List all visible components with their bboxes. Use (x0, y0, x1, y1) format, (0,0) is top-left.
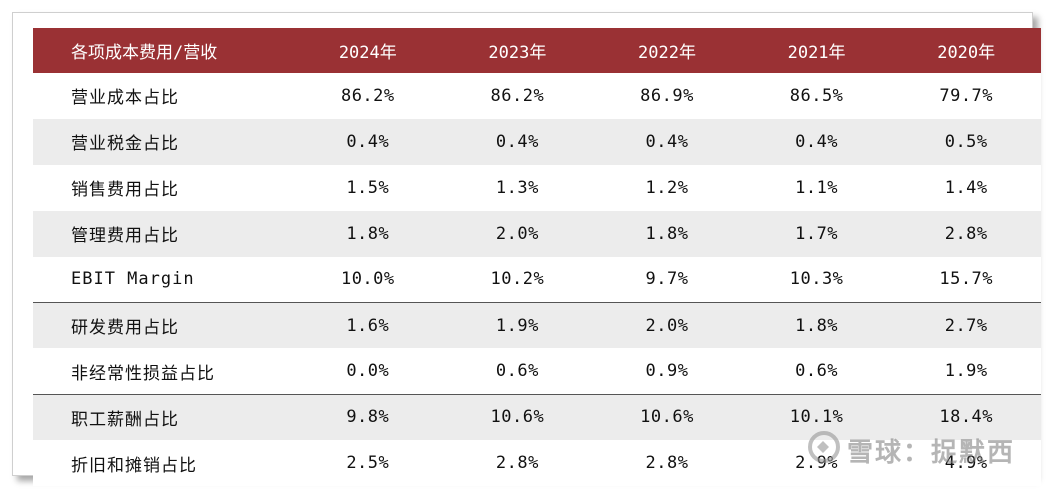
table-row: 研发费用占比 1.6% 1.9% 2.0% 1.8% 2.7% (33, 301, 1041, 349)
table-cell: 15.7% (939, 269, 994, 290)
table-cell: 4.9% (944, 453, 988, 474)
row-label: 营业税金占比 (71, 134, 179, 155)
table-cell: 1.7% (795, 223, 839, 244)
table-cell: 2.7% (891, 301, 1041, 349)
table-cell: 18.4% (891, 393, 1041, 441)
row-label: 销售费用占比 (71, 180, 179, 201)
table-cell: 86.5% (789, 85, 844, 106)
table-cell: 86.2% (490, 85, 545, 106)
table-cell: 1.8% (346, 223, 390, 244)
table-cell: 2.9% (795, 453, 839, 474)
header-cell-2022: 2022年 (638, 43, 696, 63)
table-row: 职工薪酬占比 9.8% 10.6% 10.6% 10.1% 18.4% (33, 393, 1041, 441)
table-row: EBIT Margin 10.0% 10.2% 9.7% 10.3% 15.7% (33, 256, 1041, 303)
table-cell: 1.9% (442, 301, 593, 349)
row-label: 研发费用占比 (33, 301, 293, 349)
watermark: 雪球：捉默西 (807, 430, 1015, 471)
header-cell-2021: 2021年 (787, 43, 846, 63)
table-row: 营业成本占比 86.2% 86.2% 86.9% 86.5% 79.7% (33, 73, 1041, 119)
table-row: 管理费用占比 1.8% 2.0% 1.8% 1.7% 2.8% (33, 210, 1041, 257)
table-cell: 0.0% (346, 361, 390, 382)
row-label: 折旧和摊销占比 (71, 455, 197, 476)
table-cell: 10.3% (789, 269, 844, 290)
row-label: 管理费用占比 (71, 226, 179, 247)
table-cell: 1.2% (645, 177, 689, 198)
snowball-logo-icon (807, 430, 847, 471)
table-cell: 10.6% (442, 393, 593, 441)
table-cell: 10.2% (490, 269, 545, 290)
table-cell: 0.4% (645, 131, 689, 152)
table-cell: 10.6% (592, 393, 742, 441)
table-cell: 9.8% (293, 393, 443, 441)
table-row: 营业税金占比 0.4% 0.4% 0.4% 0.4% 0.5% (33, 118, 1041, 165)
table-cell: 86.2% (340, 85, 395, 106)
table-row: 折旧和摊销占比 2.5% 2.8% 2.8% 2.9% 4.9% (33, 440, 1041, 487)
table-header-row: 各项成本费用/营收 2024年 2023年 2022年 2021年 2020年 (33, 28, 1041, 73)
row-label: EBIT Margin (71, 269, 195, 290)
table-cell: 1.6% (293, 301, 443, 349)
table-cell: 1.3% (495, 177, 539, 198)
table-cell: 1.1% (795, 177, 839, 198)
table-cell: 9.7% (645, 269, 689, 290)
table-cell: 0.6% (795, 361, 839, 382)
table-cell: 79.7% (939, 85, 994, 106)
header-cell-2023: 2023年 (488, 43, 547, 63)
header-cell-label: 各项成本费用/营收 (71, 43, 218, 63)
table-cell: 1.8% (645, 223, 689, 244)
table-row: 非经常性损益占比 0.0% 0.6% 0.9% 0.6% 1.9% (33, 348, 1041, 395)
table-row: 销售费用占比 1.5% 1.3% 1.2% 1.1% 1.4% (33, 164, 1041, 211)
row-label: 营业成本占比 (71, 88, 179, 109)
table-cell: 10.0% (340, 269, 395, 290)
table-cell: 2.8% (944, 223, 988, 244)
table-cell: 2.8% (645, 453, 689, 474)
header-cell-2020: 2020年 (937, 43, 996, 63)
table-cell: 2.0% (495, 223, 539, 244)
row-label: 非经常性损益占比 (71, 363, 215, 384)
table-cell: 2.8% (495, 453, 539, 474)
table-cell: 1.4% (944, 177, 988, 198)
table-cell: 86.9% (640, 85, 694, 106)
table-cell: 1.9% (944, 361, 988, 382)
table-cell: 0.5% (944, 131, 988, 152)
row-label: 职工薪酬占比 (33, 393, 293, 441)
table-cell: 0.6% (495, 361, 539, 382)
watermark-text: 雪球：捉默西 (846, 438, 1015, 468)
table-cell: 1.5% (346, 177, 390, 198)
table-frame: 各项成本费用/营收 2024年 2023年 2022年 2021年 2020年 … (12, 12, 1041, 487)
table-cell: 0.4% (795, 131, 839, 152)
table-cell: 0.4% (495, 131, 539, 152)
header-cell-2024: 2024年 (338, 43, 397, 63)
table-cell: 0.4% (346, 131, 390, 152)
table-cell: 10.1% (741, 393, 892, 441)
table-cell: 2.0% (592, 301, 742, 349)
table-cell: 2.5% (346, 453, 390, 474)
table-cell: 0.9% (645, 361, 689, 382)
cost-ratio-table: 各项成本费用/营收 2024年 2023年 2022年 2021年 2020年 … (33, 28, 1041, 487)
table-cell: 1.8% (741, 301, 892, 349)
